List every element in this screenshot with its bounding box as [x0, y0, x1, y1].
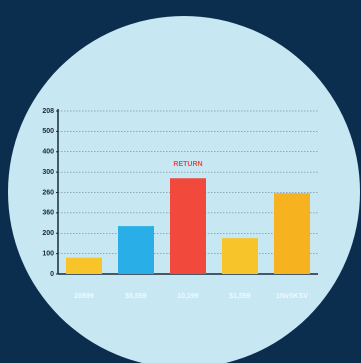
x-tick-label: $5,559 — [125, 293, 147, 300]
y-tick-label: 300 — [42, 169, 54, 176]
y-tick-label: 400 — [42, 149, 54, 156]
y-tick-label: 0 — [50, 271, 54, 278]
bar — [222, 238, 258, 274]
annotation: RETURN — [173, 161, 202, 168]
y-tick-label: 208 — [42, 108, 54, 115]
y-tick-label: 100 — [42, 250, 54, 257]
bar — [274, 193, 310, 274]
y-tick-label: 360 — [42, 210, 54, 217]
x-tick-label: 20899 — [74, 293, 94, 300]
bar — [118, 226, 154, 274]
y-tick-label: 500 — [42, 128, 54, 135]
x-tick-label: $1,599 — [229, 293, 251, 300]
y-tick-label: 260 — [42, 189, 54, 196]
bar — [170, 178, 206, 274]
y-tick-label: 200 — [42, 230, 54, 237]
x-tick-label: 1NvSKSV — [276, 293, 308, 300]
bar — [66, 257, 102, 274]
x-tick-label: 10,199 — [177, 293, 199, 300]
